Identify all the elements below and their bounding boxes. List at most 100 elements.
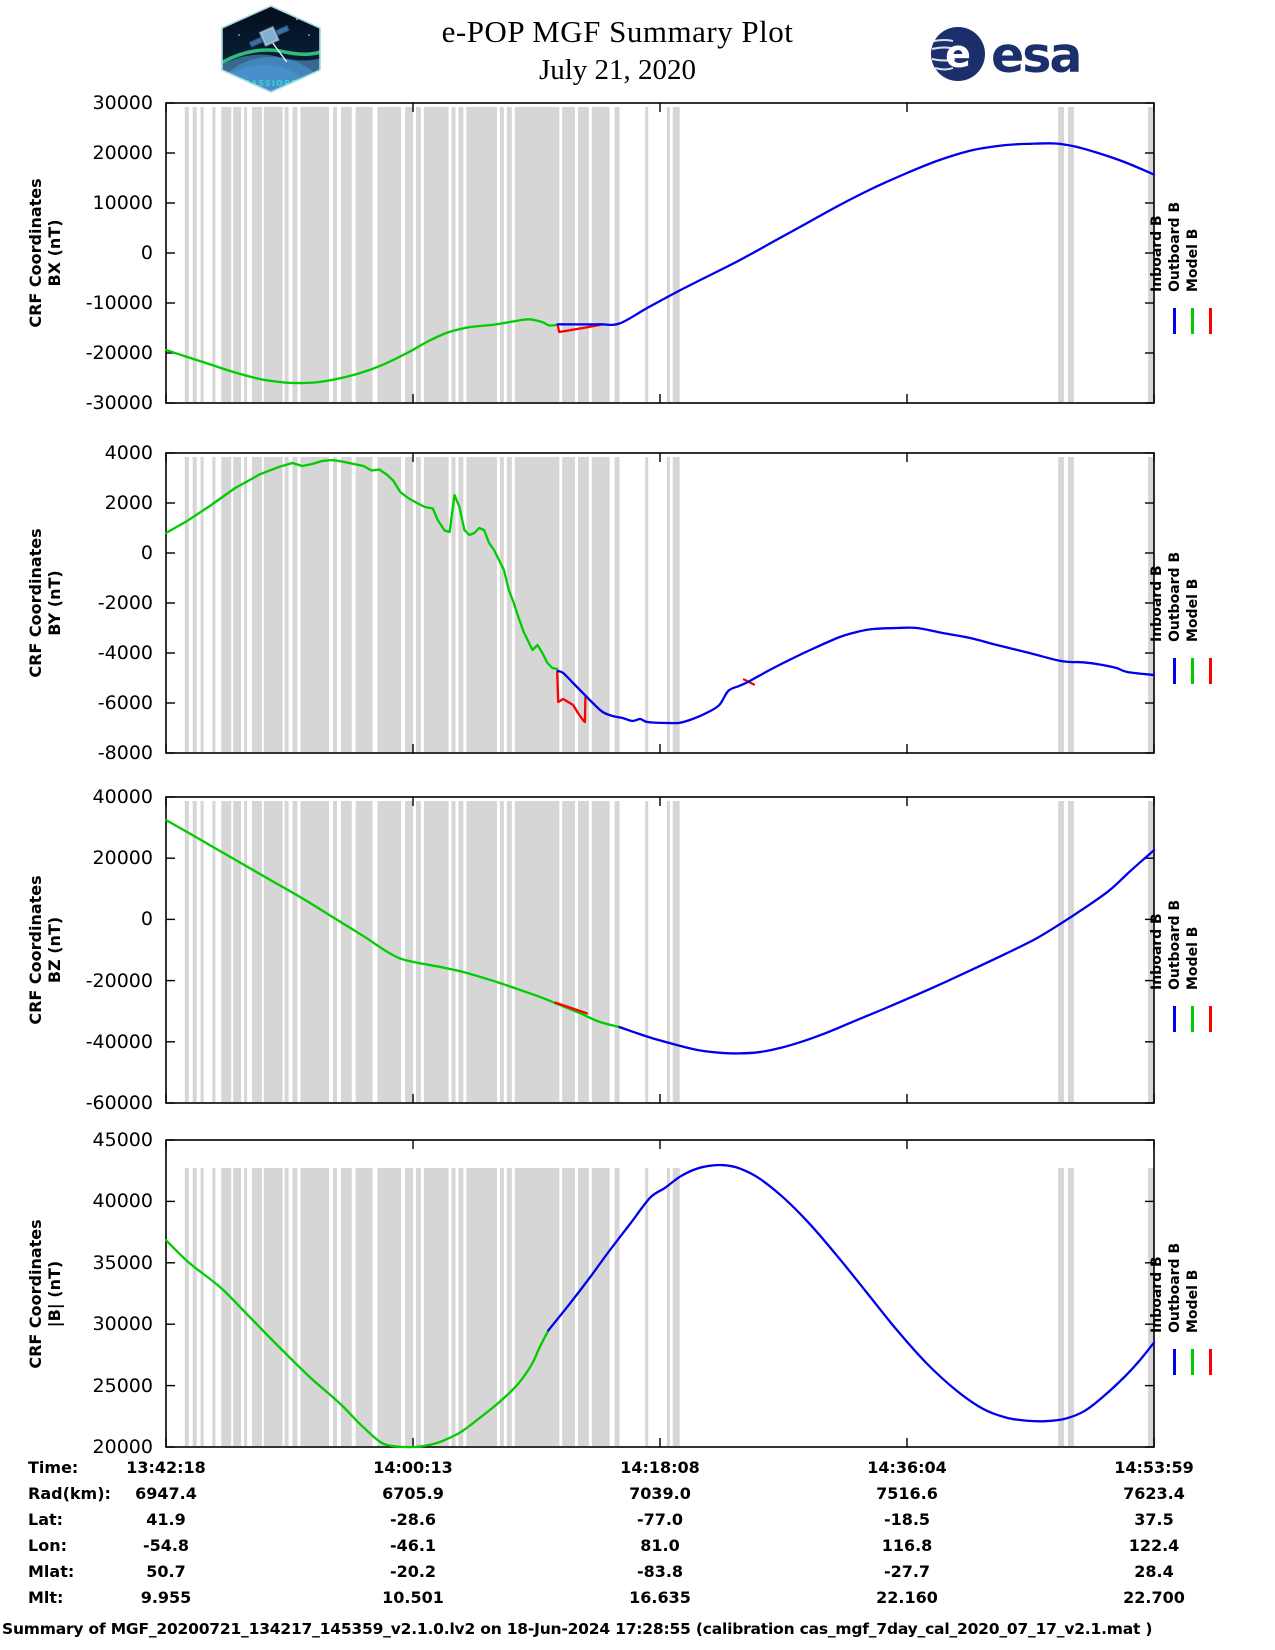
data-gap-band [423, 107, 449, 402]
data-gap-band [1068, 107, 1074, 402]
y-tick-label: 20000 [92, 1436, 153, 1458]
legend-label: Outboard B [1167, 551, 1183, 642]
data-gap-band [416, 107, 421, 402]
y-tick-label: 40000 [92, 786, 153, 808]
legend-swatch [1191, 308, 1194, 334]
legend-label: Model B [1185, 578, 1201, 642]
data-gap-band [499, 457, 504, 752]
data-gap-band [458, 1168, 464, 1446]
data-gap-band [416, 457, 421, 752]
table-row: Time: 13:42:18 14:00:13 14:18:08 14:36:04 14:… [0, 1458, 1275, 1484]
data-gap-band [377, 1168, 402, 1446]
legend-label: Inboard B [1149, 1256, 1165, 1333]
data-gap-band [233, 107, 242, 402]
table-row-label: Time: [28, 1458, 79, 1477]
table-cell: -83.8 [636, 1562, 684, 1581]
data-gap-band [184, 107, 189, 402]
data-gap-band [333, 107, 337, 402]
y-tick-label: 30000 [92, 92, 153, 114]
legend-label: Outboard B [1167, 899, 1183, 990]
data-gap-band [1148, 801, 1154, 1102]
y-tick-label: 30000 [92, 1313, 153, 1336]
data-gap-band [252, 801, 262, 1102]
table-row-label: Mlat: [28, 1562, 75, 1581]
data-gap-band [1058, 107, 1065, 402]
plot-area-bmag [164, 1139, 1156, 1449]
y-tick-label: -30000 [85, 392, 153, 414]
table-cell: 14:00:13 [373, 1458, 453, 1477]
data-gap-band [578, 107, 589, 402]
data-gap-band [645, 457, 649, 752]
data-gap-band [466, 1168, 497, 1446]
data-gap-band [263, 107, 283, 402]
legend-swatch [1173, 308, 1176, 334]
y-tick-label: 40000 [92, 1190, 153, 1213]
data-gap-band [614, 801, 620, 1102]
series-model-b [556, 670, 587, 724]
legend-label: Outboard B [1167, 1242, 1183, 1333]
data-gap-band [284, 801, 289, 1102]
data-gap-band [405, 801, 413, 1102]
table-cell: 7623.4 [1123, 1484, 1185, 1503]
data-gap-band [233, 801, 242, 1102]
table-row: Mlat: 50.7 -20.2 -83.8 -27.7 28.4 [0, 1562, 1275, 1588]
data-gap-band [233, 1168, 242, 1446]
data-gap-band [423, 457, 449, 752]
y-tick-label: 20000 [92, 142, 153, 164]
esa-logo: e esa [931, 27, 1082, 84]
page-title: e-POP MGF Summary Plot [441, 14, 794, 49]
table-cell: -54.8 [142, 1536, 190, 1555]
data-gap-band [300, 107, 330, 402]
table-cell: 6947.4 [135, 1484, 197, 1503]
table-cell: 13:42:18 [126, 1458, 206, 1477]
data-gap-band [263, 1168, 283, 1446]
data-gap-band [666, 801, 670, 1102]
legend-label: Inboard B [1149, 215, 1165, 292]
series-outboard-b [164, 458, 559, 671]
table-cell: -20.2 [389, 1562, 437, 1581]
y-tick-labels: 45000 40000 35000 30000 25000 20000 [0, 1129, 157, 1458]
legend-swatch [1209, 308, 1212, 334]
data-gap-band [645, 801, 649, 1102]
table-cell: 14:18:08 [620, 1458, 700, 1477]
y-tick-label: -20000 [85, 969, 153, 992]
data-gap-band [244, 107, 248, 402]
data-gap-band [514, 1168, 560, 1446]
data-gap-band [212, 107, 216, 402]
y-tick-label: 2000 [104, 492, 153, 514]
legend-label: Inboard B [1149, 565, 1165, 642]
data-gap-band [292, 457, 298, 752]
data-gap-band [292, 107, 298, 402]
data-gap-band [377, 801, 402, 1102]
legend-bmag: Inboard B Outboard B Model B [1149, 1140, 1238, 1447]
data-gap-band [1148, 457, 1154, 752]
data-gap-band [340, 107, 352, 402]
data-gap-band [200, 1168, 204, 1446]
legend-label: Model B [1185, 926, 1201, 990]
table-cell: -18.5 [883, 1510, 931, 1529]
data-gap-band [192, 107, 197, 402]
table-cell: -46.1 [389, 1536, 437, 1555]
data-gap-band [355, 457, 373, 752]
table-cell: 14:53:59 [1114, 1458, 1194, 1477]
series-inboard-b [618, 849, 1156, 1055]
data-gap-band [514, 801, 560, 1102]
table-cell: 116.8 [881, 1536, 933, 1555]
data-gap-band [1148, 107, 1154, 402]
series-outboard-b [164, 318, 559, 385]
legend-swatch [1173, 1006, 1176, 1032]
data-gap-band [300, 801, 330, 1102]
legend-swatch [1209, 658, 1212, 684]
data-gap-band [221, 1168, 232, 1446]
data-gap-band [506, 801, 512, 1102]
y-tick-labels: 4000 2000 0 -2000 -4000 -6000 -8000 [0, 442, 157, 764]
cassiope-mission-patch-icon: CASSIOPE [221, 5, 321, 93]
data-gap-band [292, 801, 298, 1102]
esa-wordmark: esa [991, 27, 1080, 84]
data-gap-band [499, 801, 504, 1102]
data-gap-band [284, 1168, 289, 1446]
data-gap-band [591, 107, 610, 402]
data-gap-band [333, 1168, 337, 1446]
data-gap-band [458, 457, 464, 752]
